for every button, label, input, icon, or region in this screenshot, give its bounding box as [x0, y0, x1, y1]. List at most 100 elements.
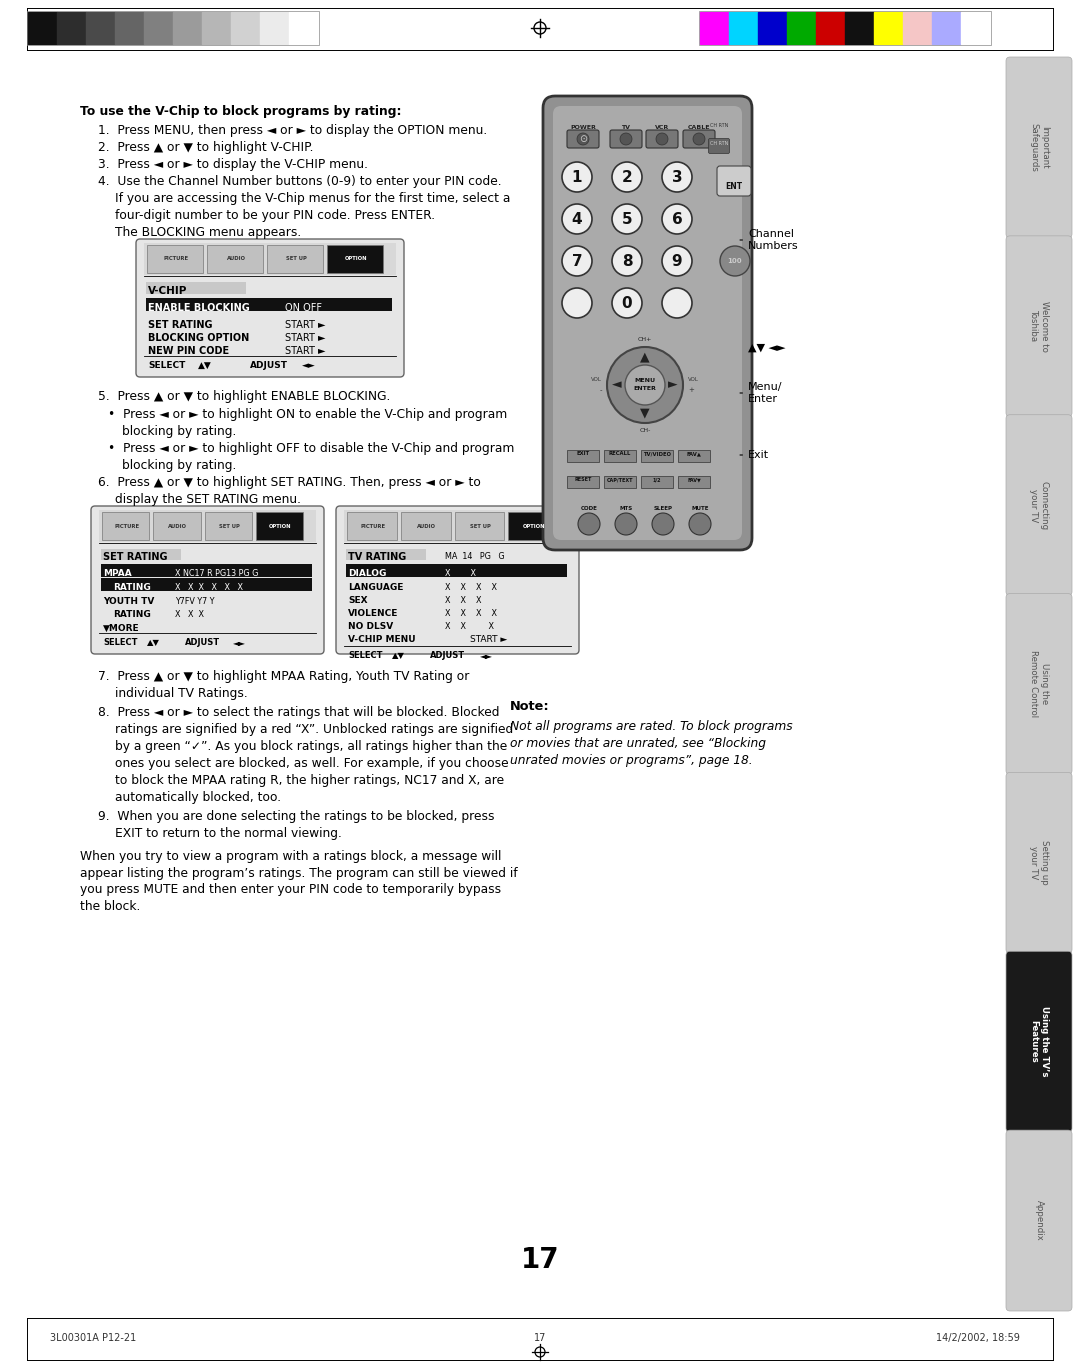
Text: CABLE: CABLE: [688, 124, 711, 130]
Text: 6.  Press ▲ or ▼ to highlight SET RATING. Then, press ◄ or ► to: 6. Press ▲ or ▼ to highlight SET RATING.…: [98, 476, 481, 489]
Text: BLOCKING OPTION: BLOCKING OPTION: [148, 334, 249, 343]
Text: 1: 1: [571, 170, 582, 185]
Circle shape: [562, 163, 592, 191]
Text: SET RATING: SET RATING: [103, 552, 167, 562]
Bar: [144, 243, 396, 275]
Text: ◄►: ◄►: [233, 638, 246, 647]
Bar: [147, 245, 203, 273]
Bar: [455, 513, 504, 540]
Text: by a green “✓”. As you block ratings, all ratings higher than the: by a green “✓”. As you block ratings, al…: [114, 740, 508, 753]
Text: PICTURE: PICTURE: [114, 524, 139, 529]
Text: Y7FV Y7 Y: Y7FV Y7 Y: [175, 597, 215, 606]
Text: ▲▼ ◄►: ▲▼ ◄►: [748, 343, 785, 353]
Bar: [699, 11, 991, 45]
Bar: [27, 11, 319, 45]
Text: 5.  Press ▲ or ▼ to highlight ENABLE BLOCKING.: 5. Press ▲ or ▼ to highlight ENABLE BLOC…: [98, 390, 390, 403]
Circle shape: [656, 133, 669, 145]
Text: SELECT: SELECT: [103, 638, 137, 647]
Text: ADJUST: ADJUST: [249, 361, 288, 370]
Text: Using the
Remote Control: Using the Remote Control: [1029, 651, 1049, 718]
Bar: [153, 513, 201, 540]
FancyBboxPatch shape: [567, 130, 599, 148]
Circle shape: [607, 347, 683, 422]
Bar: [678, 476, 710, 488]
FancyBboxPatch shape: [683, 130, 715, 148]
Text: VOL: VOL: [688, 377, 699, 381]
Circle shape: [562, 246, 592, 276]
Bar: [509, 513, 558, 540]
FancyBboxPatch shape: [646, 130, 678, 148]
FancyBboxPatch shape: [553, 107, 742, 540]
Text: SET RATING: SET RATING: [148, 320, 213, 329]
Text: 0: 0: [622, 295, 632, 310]
Text: ENT: ENT: [726, 182, 743, 191]
Text: EXIT: EXIT: [577, 451, 590, 457]
Text: ones you select are blocked, as well. For example, if you choose: ones you select are blocked, as well. Fo…: [114, 757, 509, 770]
Circle shape: [693, 133, 705, 145]
Text: NEW PIN CODE: NEW PIN CODE: [148, 346, 229, 355]
Text: ratings are signified by a red “X”. Unblocked ratings are signified: ratings are signified by a red “X”. Unbl…: [114, 723, 513, 735]
FancyBboxPatch shape: [717, 165, 751, 195]
Text: 2: 2: [622, 170, 633, 185]
FancyBboxPatch shape: [1005, 414, 1072, 596]
Text: V-CHIP MENU: V-CHIP MENU: [348, 636, 416, 644]
Text: CH RTN: CH RTN: [710, 141, 728, 146]
Bar: [207, 245, 264, 273]
Text: AUDIO: AUDIO: [227, 257, 245, 261]
Bar: [903, 12, 932, 44]
Text: MUTE: MUTE: [691, 506, 708, 511]
Text: the block.: the block.: [80, 899, 140, 913]
Text: blocking by rating.: blocking by rating.: [122, 459, 237, 472]
Circle shape: [577, 133, 589, 145]
Text: Appendix: Appendix: [1035, 1200, 1043, 1241]
Text: 8.  Press ◄ or ► to select the ratings that will be blocked. Blocked: 8. Press ◄ or ► to select the ratings th…: [98, 705, 499, 719]
Bar: [114, 12, 144, 44]
Bar: [345, 510, 571, 541]
Text: VOL: VOL: [591, 377, 602, 381]
Bar: [874, 12, 903, 44]
Circle shape: [612, 204, 642, 234]
Text: VIOLENCE: VIOLENCE: [348, 610, 399, 618]
Text: Not all programs are rated. To block programs: Not all programs are rated. To block pro…: [510, 720, 793, 733]
Text: ENABLE BLOCKING: ENABLE BLOCKING: [148, 303, 249, 313]
Text: RESET: RESET: [575, 477, 592, 483]
Text: ▼MORE: ▼MORE: [103, 623, 139, 633]
Text: •  Press ◄ or ► to highlight OFF to disable the V-Chip and program: • Press ◄ or ► to highlight OFF to disab…: [108, 442, 514, 455]
Text: +: +: [688, 387, 693, 392]
Text: AUDIO: AUDIO: [417, 524, 436, 529]
Text: START ►: START ►: [470, 636, 508, 644]
Circle shape: [615, 513, 637, 534]
FancyBboxPatch shape: [1005, 236, 1072, 417]
Text: Menu/
Enter: Menu/ Enter: [740, 383, 783, 403]
Text: 100: 100: [728, 258, 742, 264]
Bar: [260, 12, 289, 44]
Bar: [604, 476, 636, 488]
Text: Connecting
your TV: Connecting your TV: [1029, 481, 1049, 529]
Text: If you are accessing the V-Chip menus for the first time, select a: If you are accessing the V-Chip menus fo…: [114, 191, 511, 205]
FancyBboxPatch shape: [91, 506, 324, 653]
Circle shape: [662, 204, 692, 234]
Text: CH RTN: CH RTN: [710, 123, 728, 128]
Bar: [28, 12, 57, 44]
Text: SET UP: SET UP: [470, 524, 490, 529]
Text: 1.  Press MENU, then press ◄ or ► to display the OPTION menu.: 1. Press MENU, then press ◄ or ► to disp…: [98, 124, 487, 137]
Text: MENU: MENU: [634, 379, 656, 384]
Text: OPTION: OPTION: [269, 524, 292, 529]
Bar: [146, 298, 392, 312]
Text: X    X    X    X: X X X X: [445, 610, 497, 618]
Bar: [202, 12, 231, 44]
Bar: [173, 12, 202, 44]
Bar: [346, 565, 567, 577]
Text: X        X: X X: [445, 569, 476, 578]
FancyBboxPatch shape: [1005, 1131, 1072, 1311]
Text: SET UP: SET UP: [218, 524, 240, 529]
Text: ADJUST: ADJUST: [430, 651, 465, 660]
Text: OPTION: OPTION: [345, 257, 367, 261]
Text: X    X         X: X X X: [445, 622, 494, 632]
Text: automatically blocked, too.: automatically blocked, too.: [114, 791, 281, 804]
Text: ⊙: ⊙: [579, 134, 588, 144]
FancyBboxPatch shape: [1005, 57, 1072, 238]
Bar: [346, 550, 426, 560]
Text: 9.  When you are done selecting the ratings to be blocked, press: 9. When you are done selecting the ratin…: [98, 811, 495, 823]
Circle shape: [562, 288, 592, 319]
